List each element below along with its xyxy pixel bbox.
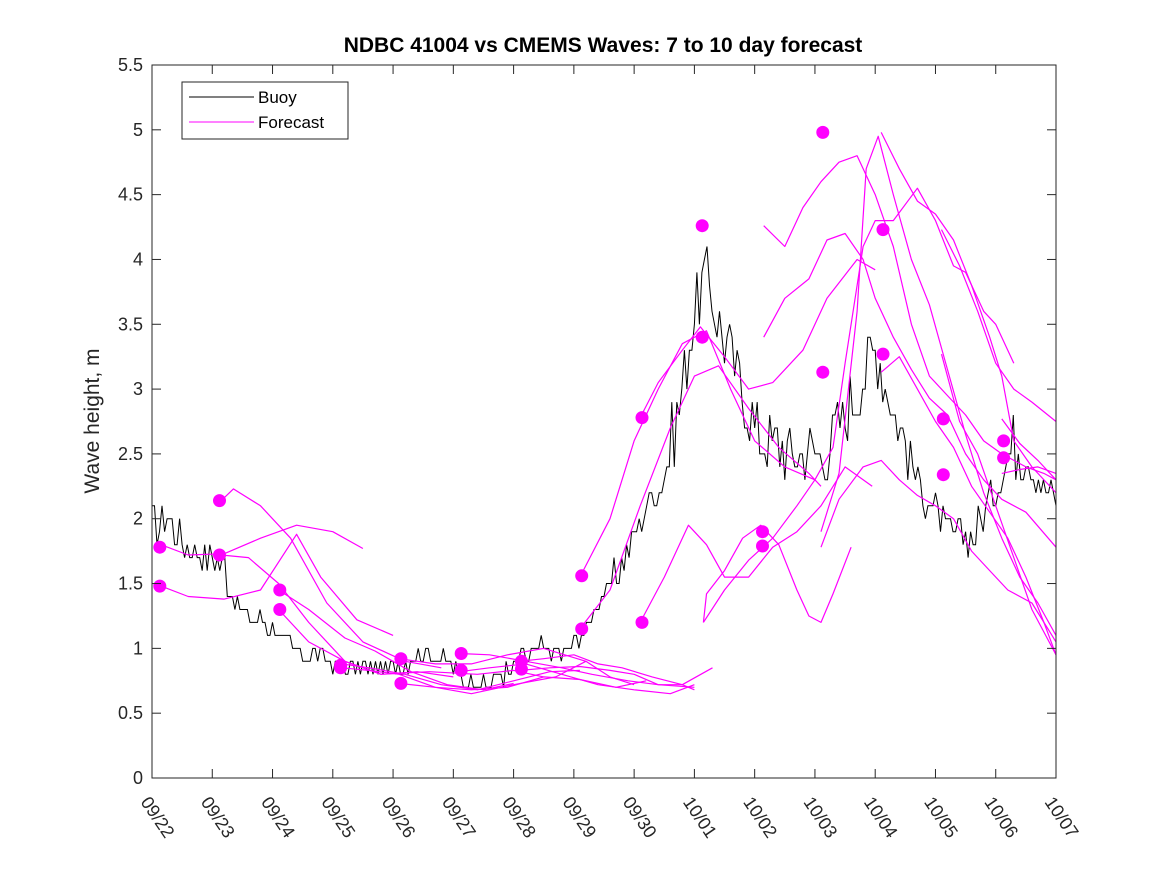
forecast-marker (153, 540, 167, 554)
forecast-series-line-7 (341, 663, 580, 691)
forecast-series-line-2 (160, 533, 394, 636)
forecast-marker (635, 615, 649, 629)
forecast-series-line-18 (639, 466, 873, 623)
forecast-marker (514, 662, 528, 676)
forecast-marker (213, 494, 226, 508)
forecast-series-line-15 (579, 330, 816, 578)
marker-layer (153, 125, 1011, 690)
legend-box (181, 81, 349, 140)
x-tick-label: 10/05 (920, 793, 962, 842)
forecast-series-line-30 (1001, 466, 1057, 474)
forecast-series-line-22 (763, 232, 1057, 548)
y-tick-label: 0 (133, 768, 143, 788)
chart-title: NDBC 41004 vs CMEMS Waves: 7 to 10 day f… (344, 34, 863, 57)
forecast-marker (997, 434, 1011, 448)
y-axis-label: Wave height, m (81, 348, 104, 493)
forecast-series-line-9 (399, 647, 635, 686)
forecast-marker (213, 548, 226, 562)
x-tick-label: 09/25 (317, 793, 359, 842)
forecast-marker (695, 219, 709, 233)
y-tick-label: 3 (133, 379, 143, 399)
y-tick-label: 4 (133, 249, 143, 269)
forecast-marker (334, 661, 348, 675)
forecast-marker (575, 622, 589, 636)
x-tick-label: 09/30 (619, 793, 661, 842)
series-layer (152, 132, 1057, 695)
x-tick-label: 09/29 (559, 793, 601, 842)
forecast-marker (936, 468, 950, 482)
plot-frame (151, 64, 1057, 779)
forecast-marker (273, 583, 287, 597)
forecast-series-line-4 (220, 488, 442, 669)
y-tick-label: 0.5 (118, 703, 143, 723)
forecast-series-line-14 (519, 665, 695, 691)
forecast-marker (876, 223, 890, 237)
legend: Buoy Forecast (181, 81, 349, 140)
forecast-series-line-6 (278, 609, 544, 678)
forecast-marker (997, 451, 1011, 465)
axis-ticks: 0 0.5 1 1.5 2 2.5 3 3.5 4 4.5 5 5.5 09/22 09/23 09/24 0… (118, 55, 1082, 842)
forecast-marker (273, 603, 287, 616)
forecast-marker (876, 347, 890, 361)
forecast-series-line-17 (639, 258, 876, 418)
forecast-marker (816, 365, 830, 379)
forecast-series-line-11 (459, 652, 695, 688)
y-tick-label: 2 (133, 509, 143, 529)
buoy-series-line (152, 246, 1057, 688)
x-tick-label: 10/07 (1041, 793, 1083, 842)
forecast-marker (756, 525, 769, 539)
forecast-marker (575, 569, 589, 583)
forecast-series-line-12 (459, 663, 695, 695)
forecast-series-line-24 (820, 135, 1057, 636)
x-tick-label: 09/27 (438, 793, 480, 842)
forecast-series-line-19 (702, 524, 852, 623)
y-tick-label: 5.5 (118, 55, 143, 75)
forecast-series-line-3 (221, 554, 454, 678)
forecast-marker (454, 663, 468, 677)
y-tick-label: 3.5 (118, 314, 143, 334)
y-tick-label: 1 (133, 638, 143, 658)
x-tick-label: 09/28 (498, 793, 540, 842)
forecast-series-line-8 (341, 660, 587, 695)
forecast-series-line-1 (160, 524, 364, 556)
forecast-marker (635, 411, 649, 425)
forecast-marker (394, 652, 408, 666)
forecast-marker (756, 539, 769, 553)
x-tick-label: 10/04 (860, 793, 902, 842)
x-tick-label: 10/03 (800, 793, 842, 842)
x-tick-label: 09/26 (378, 793, 420, 842)
forecast-series-line-5 (278, 589, 514, 691)
y-tick-label: 1.5 (118, 574, 143, 594)
y-tick-label: 2.5 (118, 444, 143, 464)
forecast-marker (394, 676, 408, 690)
x-tick-label: 10/01 (679, 793, 721, 842)
forecast-marker (816, 125, 830, 139)
forecast-series-line-25 (880, 132, 1057, 494)
forecast-series-line-27 (940, 229, 1057, 422)
x-tick-label: 09/23 (197, 793, 239, 842)
forecast-marker (454, 647, 468, 660)
legend-buoy-label: Buoy (258, 88, 297, 107)
x-tick-label: 09/24 (257, 793, 299, 842)
forecast-series-line-23 (820, 459, 1057, 643)
forecast-series-line-28 (940, 353, 1057, 656)
forecast-marker (695, 330, 709, 344)
y-tick-label: 5 (133, 120, 143, 140)
forecast-marker (936, 412, 950, 426)
y-tick-label: 4.5 (118, 185, 143, 205)
legend-forecast-label: Forecast (258, 113, 324, 132)
x-tick-label: 10/02 (739, 793, 781, 842)
x-tick-label: 10/06 (980, 793, 1022, 842)
forecast-series-line-13 (519, 654, 713, 686)
forecast-series-line-26 (880, 356, 1057, 656)
forecast-series-line-16 (579, 365, 822, 630)
forecast-marker (153, 579, 167, 593)
x-tick-label: 09/22 (137, 793, 179, 842)
